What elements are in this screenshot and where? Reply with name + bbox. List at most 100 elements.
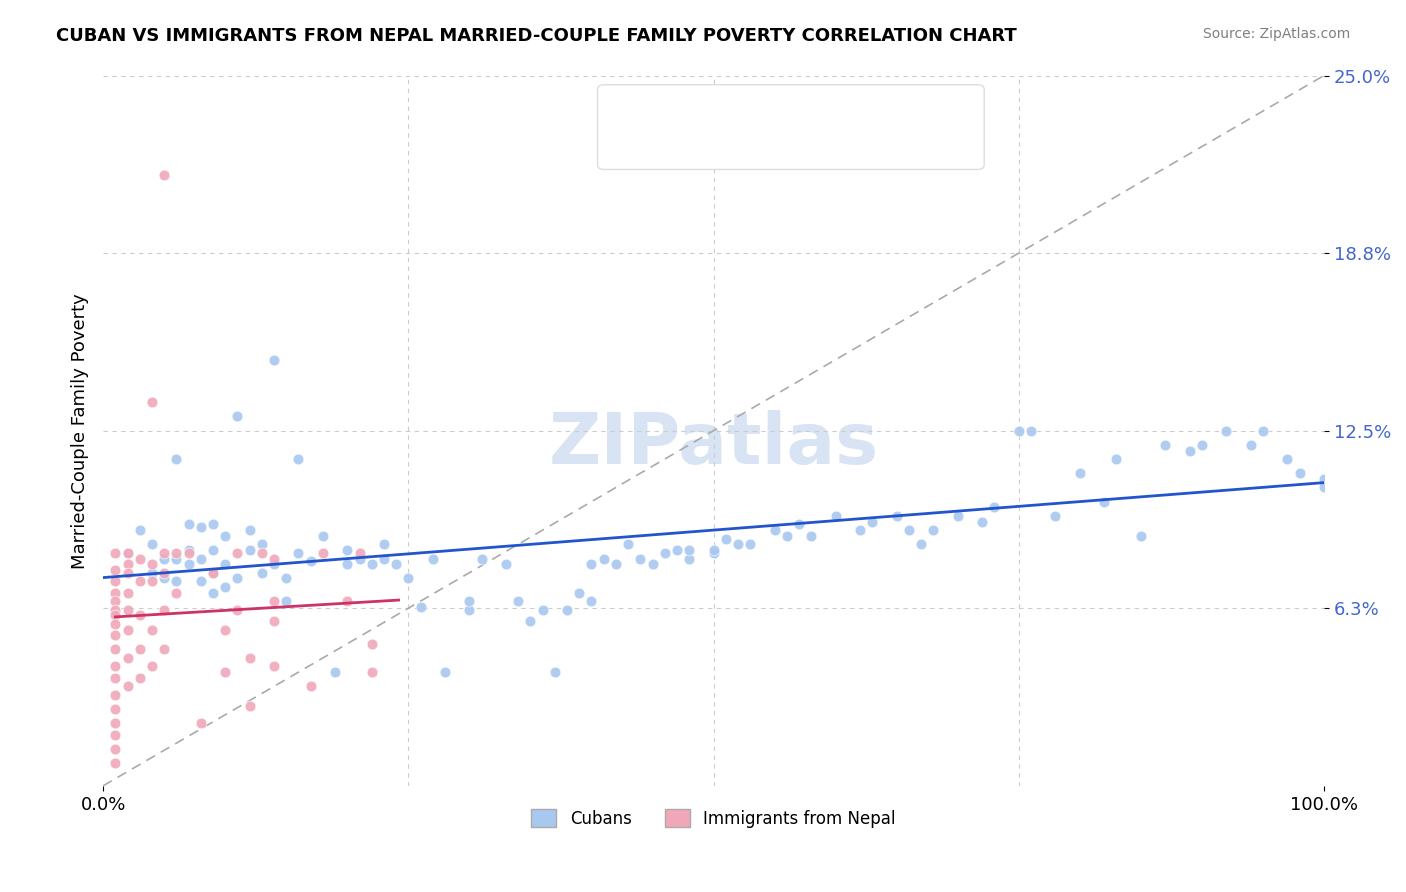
Point bbox=[104, 756, 127, 770]
Point bbox=[312, 529, 335, 543]
Point bbox=[104, 716, 127, 731]
Point bbox=[104, 563, 127, 577]
Point bbox=[740, 537, 762, 551]
Point bbox=[299, 679, 322, 693]
Point bbox=[177, 546, 200, 560]
Point bbox=[153, 642, 176, 657]
Point bbox=[886, 508, 908, 523]
Point bbox=[323, 665, 346, 680]
Point bbox=[849, 523, 872, 537]
Point bbox=[104, 594, 127, 608]
Point bbox=[104, 702, 127, 716]
Point bbox=[104, 574, 127, 589]
Point bbox=[141, 623, 163, 637]
Point bbox=[214, 623, 236, 637]
Point bbox=[104, 728, 127, 742]
Point bbox=[458, 594, 481, 608]
Point bbox=[1045, 508, 1067, 523]
Point bbox=[239, 651, 262, 665]
Text: R =: R = bbox=[678, 100, 713, 118]
Point bbox=[665, 543, 688, 558]
Point bbox=[360, 557, 382, 571]
Point bbox=[153, 571, 176, 585]
Point bbox=[1154, 438, 1177, 452]
Point bbox=[202, 543, 225, 558]
Point bbox=[104, 608, 127, 623]
Point bbox=[519, 614, 541, 628]
Point bbox=[555, 602, 578, 616]
Text: N =: N = bbox=[831, 100, 862, 118]
Point bbox=[165, 546, 187, 560]
Point bbox=[1215, 424, 1237, 438]
Point bbox=[508, 594, 530, 608]
Point bbox=[349, 546, 371, 560]
Point bbox=[336, 594, 359, 608]
Point bbox=[104, 742, 127, 756]
Point bbox=[117, 546, 139, 560]
Text: ZIPatlas: ZIPatlas bbox=[548, 410, 879, 479]
Point bbox=[276, 594, 298, 608]
Point bbox=[409, 599, 432, 614]
Point bbox=[104, 671, 127, 685]
Point bbox=[714, 532, 737, 546]
Point bbox=[128, 574, 150, 589]
Point bbox=[360, 665, 382, 680]
Point bbox=[165, 574, 187, 589]
Point bbox=[581, 557, 603, 571]
Point bbox=[117, 602, 139, 616]
Point bbox=[495, 557, 517, 571]
FancyBboxPatch shape bbox=[509, 75, 772, 143]
Point bbox=[787, 517, 810, 532]
Point bbox=[153, 168, 176, 182]
Point bbox=[190, 574, 212, 589]
Point bbox=[226, 546, 249, 560]
Point bbox=[1008, 424, 1031, 438]
Point bbox=[1313, 472, 1336, 486]
Point bbox=[165, 585, 187, 599]
Point bbox=[104, 659, 127, 673]
Point bbox=[654, 546, 676, 560]
Point bbox=[458, 602, 481, 616]
Point bbox=[531, 602, 554, 616]
Point bbox=[141, 537, 163, 551]
Point bbox=[117, 546, 139, 560]
Point bbox=[117, 651, 139, 665]
Point bbox=[141, 659, 163, 673]
Point bbox=[128, 642, 150, 657]
Point bbox=[776, 529, 799, 543]
Point bbox=[312, 546, 335, 560]
Point bbox=[1105, 452, 1128, 467]
Point bbox=[202, 566, 225, 580]
Point bbox=[800, 529, 823, 543]
Point bbox=[128, 608, 150, 623]
Point bbox=[117, 623, 139, 637]
Point bbox=[336, 543, 359, 558]
Point bbox=[153, 566, 176, 580]
Text: 0.155: 0.155 bbox=[747, 100, 799, 118]
Point bbox=[1019, 424, 1042, 438]
Point bbox=[250, 546, 273, 560]
Point bbox=[177, 557, 200, 571]
Point bbox=[922, 523, 945, 537]
Text: R =: R = bbox=[678, 136, 713, 153]
Point bbox=[190, 716, 212, 731]
Point bbox=[226, 571, 249, 585]
Point bbox=[641, 557, 664, 571]
Text: 63: 63 bbox=[897, 136, 931, 153]
Point bbox=[263, 594, 285, 608]
Point bbox=[1251, 424, 1274, 438]
Point bbox=[239, 699, 262, 714]
Point bbox=[263, 557, 285, 571]
Point bbox=[276, 571, 298, 585]
Point bbox=[763, 523, 786, 537]
Point bbox=[190, 551, 212, 566]
Point bbox=[250, 537, 273, 551]
Point bbox=[824, 508, 846, 523]
Point bbox=[153, 551, 176, 566]
Point bbox=[263, 614, 285, 628]
Point bbox=[349, 551, 371, 566]
Point bbox=[1178, 443, 1201, 458]
Point bbox=[141, 395, 163, 409]
Text: 0.235: 0.235 bbox=[747, 136, 800, 153]
Text: N =: N = bbox=[831, 136, 862, 153]
